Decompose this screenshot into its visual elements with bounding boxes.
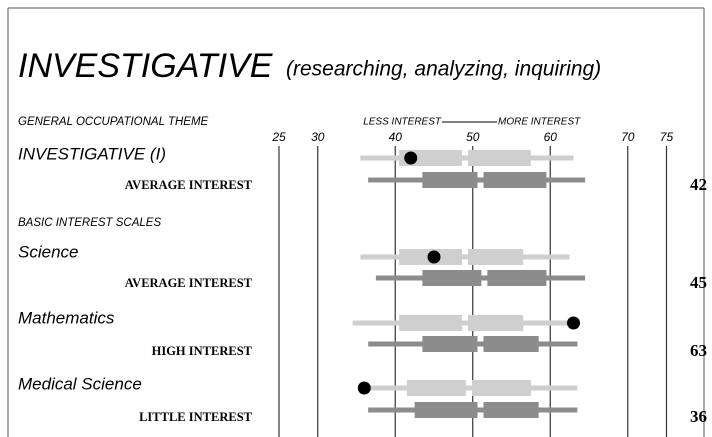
- range-box-high: [468, 150, 531, 166]
- score-dot: [427, 250, 441, 264]
- score-label: 36: [690, 407, 707, 426]
- scale-name: Science: [18, 242, 78, 261]
- range-box-high: [483, 336, 539, 352]
- interest-level: HIGH INTEREST: [152, 344, 253, 358]
- score-label: 45: [690, 273, 707, 292]
- range-box-high: [471, 380, 531, 396]
- range-box-low: [414, 402, 478, 418]
- range-whisker: [352, 320, 574, 326]
- range-box-high: [468, 249, 524, 265]
- interest-level: AVERAGE INTEREST: [125, 276, 253, 290]
- axis-label-left: LESS INTEREST: [363, 117, 442, 128]
- subtitle: (researching, analyzing, inquiring): [286, 58, 601, 81]
- x-tick-label: 70: [621, 130, 635, 144]
- range-box-high: [487, 270, 547, 286]
- scale-name: INVESTIGATIVE (I): [18, 144, 166, 163]
- x-tick-label: 75: [660, 130, 674, 144]
- range-box-low: [406, 380, 466, 396]
- x-tick-label: 25: [271, 130, 286, 144]
- scale-name: Medical Science: [18, 374, 142, 393]
- score-dot: [567, 316, 580, 330]
- score-dot: [404, 151, 418, 165]
- x-tick-label: 30: [311, 130, 325, 144]
- x-tick-label: 60: [544, 130, 558, 144]
- range-box-low: [422, 336, 478, 352]
- x-tick-label: 50: [466, 130, 480, 144]
- x-tick-label: 40: [389, 130, 403, 144]
- range-box-low: [422, 270, 482, 286]
- interest-level: LITTLE INTEREST: [139, 410, 253, 424]
- basic-heading: BASIC INTEREST SCALES: [18, 217, 161, 229]
- axis-label-right: MORE INTEREST: [498, 117, 581, 128]
- range-box-high: [483, 402, 539, 418]
- interest-level: AVERAGE INTEREST: [125, 178, 253, 192]
- theme-heading: GENERAL OCCUPATIONAL THEME: [18, 116, 209, 128]
- score-dot: [357, 381, 371, 395]
- range-whisker: [360, 155, 574, 161]
- score-label: 42: [690, 175, 707, 194]
- range-box-low: [399, 315, 462, 331]
- range-box-high: [468, 315, 524, 331]
- range-whisker: [360, 254, 570, 260]
- title: INVESTIGATIVE: [18, 47, 273, 85]
- score-label: 63: [690, 341, 707, 360]
- range-box-high: [483, 172, 547, 188]
- scale-name: Mathematics: [18, 308, 115, 327]
- range-box-low: [422, 172, 478, 188]
